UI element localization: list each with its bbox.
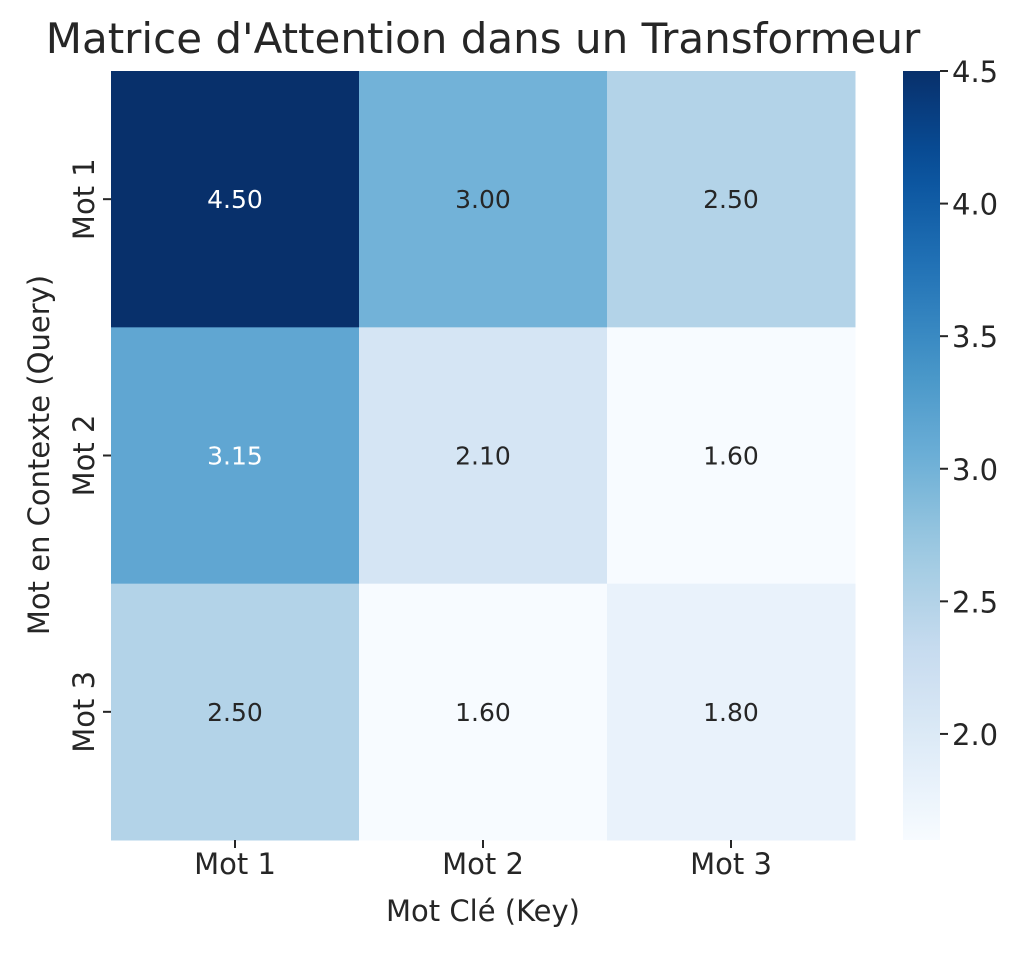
cell-value-label: 1.80 — [703, 698, 759, 727]
colorbar-tick-label: 2.0 — [952, 718, 998, 752]
cell-value-label: 3.00 — [455, 185, 511, 214]
cell-value-label: 2.50 — [207, 698, 263, 727]
y-tick-label: Mot 3 — [67, 671, 101, 753]
heatmap-cell-r3-c2 — [359, 583, 608, 841]
cell-value-label: 1.60 — [703, 442, 759, 471]
heatmap-cell-r1-c2 — [359, 71, 608, 328]
colorbar-tick-label: 4.5 — [952, 55, 998, 89]
y-axis-label: Mot en Contexte (Query) — [22, 275, 56, 635]
y-axis-ticks: Mot 1 Mot 2 Mot 3 — [67, 158, 111, 753]
x-tick-label: Mot 1 — [194, 847, 276, 881]
x-tick-label: Mot 2 — [442, 847, 524, 881]
heatmap-cells: 4.50 3.00 2.50 3.15 2.10 1.60 2.50 1.60 1.80 — [111, 71, 856, 841]
colorbar-tick-label: 4.0 — [952, 188, 998, 222]
heatmap-cell-r2-c2 — [359, 327, 608, 585]
heatmap-cell-r3-c3 — [607, 583, 856, 841]
colorbar-gradient — [903, 71, 940, 840]
x-tick-label: Mot 3 — [690, 847, 772, 881]
heatmap-cell-r2-c3 — [607, 327, 856, 585]
cell-value-label: 3.15 — [207, 442, 263, 471]
cell-value-label: 2.50 — [703, 185, 759, 214]
x-axis-label: Mot Clé (Key) — [386, 894, 580, 928]
cell-value-label: 4.50 — [207, 185, 263, 214]
heatmap-cell-r1-c1 — [111, 71, 360, 328]
chart-title: Matrice d'Attention dans un Transformeur — [46, 14, 921, 63]
y-tick-label: Mot 2 — [67, 415, 101, 497]
heatmap-cell-r2-c1 — [111, 327, 360, 585]
colorbar-tick-label: 3.5 — [952, 320, 998, 354]
cell-value-label: 1.60 — [455, 698, 511, 727]
colorbar-tick-label: 3.0 — [952, 453, 998, 487]
heatmap-cell-r3-c1 — [111, 583, 360, 841]
colorbar: 2.0 2.5 3.0 3.5 4.0 4.5 — [903, 55, 998, 840]
cell-value-label: 2.10 — [455, 442, 511, 471]
y-tick-label: Mot 1 — [67, 158, 101, 240]
heatmap-cell-r1-c3 — [607, 71, 856, 328]
x-axis-ticks: Mot 1 Mot 2 Mot 3 — [194, 840, 772, 881]
colorbar-tick-label: 2.5 — [952, 585, 998, 619]
